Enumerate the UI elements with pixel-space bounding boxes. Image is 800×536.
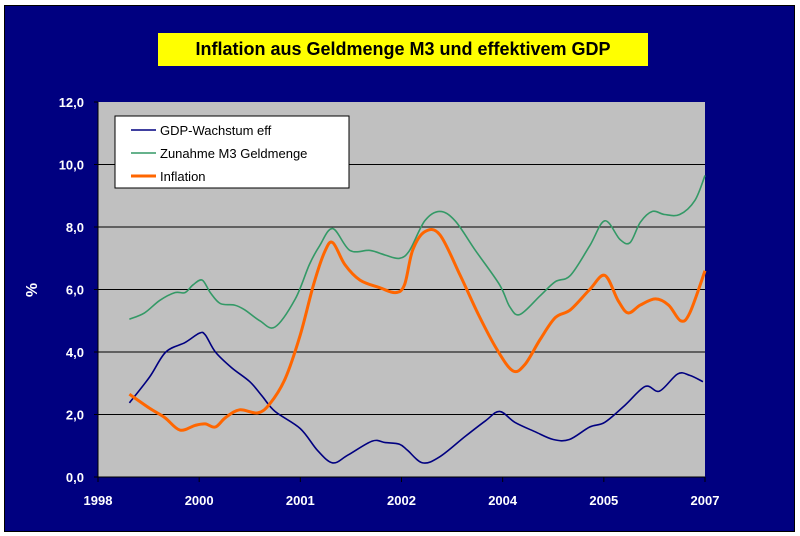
y-tick-label: 4,0 <box>66 345 84 360</box>
y-tick-label: 0,0 <box>66 470 84 485</box>
y-tick-label: 2,0 <box>66 408 84 423</box>
x-tick-label: 2002 <box>387 493 416 508</box>
y-axis-label: % <box>24 283 41 297</box>
legend: GDP-Wachstum eff Zunahme M3 Geldmenge Infl… <box>114 115 350 189</box>
legend-label: Inflation <box>160 169 206 184</box>
y-tick-label: 6,0 <box>66 283 84 298</box>
chart-title: Inflation aus Geldmenge M3 und effektive… <box>158 33 648 66</box>
series-line-1 <box>128 331 704 464</box>
y-tick-label: 10,0 <box>59 158 84 173</box>
x-tick-label: 1998 <box>84 493 113 508</box>
legend-label: GDP-Wachstum eff <box>160 123 272 138</box>
x-tick-label: 2001 <box>286 493 315 508</box>
series-line-2 <box>129 175 706 329</box>
x-tick-label: 2007 <box>691 493 720 508</box>
legend-label: Zunahme M3 Geldmenge <box>160 146 307 161</box>
y-tick-label: 12,0 <box>59 95 84 110</box>
x-tick-label: 2000 <box>185 493 214 508</box>
series-line-3 <box>128 228 707 432</box>
x-tick-label: 2004 <box>488 493 518 508</box>
y-tick-label: 8,0 <box>66 220 84 235</box>
x-tick-label: 2005 <box>589 493 618 508</box>
